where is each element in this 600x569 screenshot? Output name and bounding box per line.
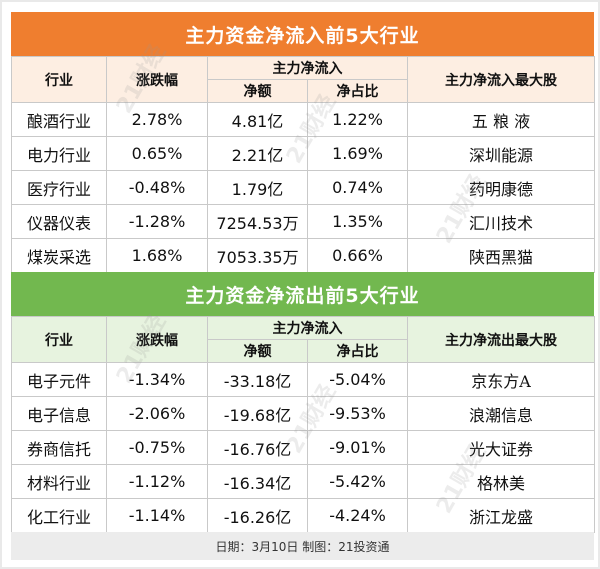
change-cell: -1.14% <box>106 498 208 533</box>
table-row: 电子元件 -1.34% -33.18亿 -5.04% 京东方A <box>11 362 595 397</box>
change-cell: -0.75% <box>106 430 208 465</box>
sector-cell: 电子信息 <box>11 396 107 431</box>
amount-cell: -33.18亿 <box>207 362 308 397</box>
inflow-title: 主力资金净流入前5大行业 <box>11 12 594 56</box>
sector-cell: 券商信托 <box>11 430 107 465</box>
amount-cell: 7254.53万 <box>207 204 308 239</box>
header-sector: 行业 <box>11 316 107 363</box>
sector-cell: 医疗行业 <box>11 170 107 205</box>
change-cell: -1.12% <box>106 464 208 499</box>
sector-cell: 电子元件 <box>11 362 107 397</box>
stock-cell: 深圳能源 <box>407 136 595 171</box>
header-top-stock: 主力净流入最大股 <box>407 56 595 103</box>
table-row: 电力行业 0.65% 2.21亿 1.69% 深圳能源 <box>11 136 595 171</box>
ratio-cell: 1.22% <box>307 102 408 137</box>
stock-cell: 格林美 <box>407 464 595 499</box>
ratio-cell: -5.42% <box>307 464 408 499</box>
header-net-group: 主力净流入 <box>207 316 408 340</box>
ratio-cell: -4.24% <box>307 498 408 533</box>
change-cell: 0.65% <box>106 136 208 171</box>
stock-cell: 光大证券 <box>407 430 595 465</box>
sector-cell: 酿酒行业 <box>11 102 107 137</box>
ratio-cell: -9.53% <box>307 396 408 431</box>
amount-cell: -16.34亿 <box>207 464 308 499</box>
ratio-cell: -5.04% <box>307 362 408 397</box>
stock-cell: 浙江龙盛 <box>407 498 595 533</box>
table-row: 医疗行业 -0.48% 1.79亿 0.74% 药明康德 <box>11 170 595 205</box>
inflow-table: 行业 涨跌幅 主力净流入 主力净流入最大股 净额 净占比 酿酒行业 2.78% … <box>11 56 595 273</box>
table-row: 材料行业 -1.12% -16.34亿 -5.42% 格林美 <box>11 464 595 499</box>
stock-cell: 陕西黑猫 <box>407 238 595 273</box>
ratio-cell: 0.66% <box>307 238 408 273</box>
table-row: 仪器仪表 -1.28% 7254.53万 1.35% 汇川技术 <box>11 204 595 239</box>
header-amount: 净额 <box>207 339 308 363</box>
header-ratio: 净占比 <box>307 79 408 103</box>
ratio-cell: 1.35% <box>307 204 408 239</box>
change-cell: -1.28% <box>106 204 208 239</box>
table-row: 券商信托 -0.75% -16.76亿 -9.01% 光大证券 <box>11 430 595 465</box>
header-amount: 净额 <box>207 79 308 103</box>
amount-cell: -16.26亿 <box>207 498 308 533</box>
change-cell: -2.06% <box>106 396 208 431</box>
outflow-table: 行业 涨跌幅 主力净流入 主力净流出最大股 净额 净占比 电子元件 -1.34%… <box>11 316 595 533</box>
stock-cell: 五 粮 液 <box>407 102 595 137</box>
stock-cell: 京东方A <box>407 362 595 397</box>
sector-cell: 材料行业 <box>11 464 107 499</box>
change-cell: -0.48% <box>106 170 208 205</box>
stock-cell: 汇川技术 <box>407 204 595 239</box>
amount-cell: 1.79亿 <box>207 170 308 205</box>
change-cell: 2.78% <box>106 102 208 137</box>
ratio-cell: -9.01% <box>307 430 408 465</box>
header-top-stock: 主力净流出最大股 <box>407 316 595 363</box>
ratio-cell: 1.69% <box>307 136 408 171</box>
ratio-cell: 0.74% <box>307 170 408 205</box>
sector-cell: 电力行业 <box>11 136 107 171</box>
outflow-title: 主力资金净流出前5大行业 <box>11 272 594 316</box>
amount-cell: 4.81亿 <box>207 102 308 137</box>
change-cell: -1.34% <box>106 362 208 397</box>
sector-cell: 化工行业 <box>11 498 107 533</box>
sector-cell: 仪器仪表 <box>11 204 107 239</box>
amount-cell: -16.76亿 <box>207 430 308 465</box>
header-change: 涨跌幅 <box>106 56 208 103</box>
header-sector: 行业 <box>11 56 107 103</box>
stock-cell: 药明康德 <box>407 170 595 205</box>
table-row: 电子信息 -2.06% -19.68亿 -9.53% 浪潮信息 <box>11 396 595 431</box>
header-ratio: 净占比 <box>307 339 408 363</box>
amount-cell: 7053.35万 <box>207 238 308 273</box>
table-row: 煤炭采选 1.68% 7053.35万 0.66% 陕西黑猫 <box>11 238 595 273</box>
change-cell: 1.68% <box>106 238 208 273</box>
header-net-group: 主力净流入 <box>207 56 408 80</box>
table-row: 化工行业 -1.14% -16.26亿 -4.24% 浙江龙盛 <box>11 498 595 533</box>
footer-credit: 日期：3月10日 制图：21投资通 <box>11 532 594 560</box>
amount-cell: -19.68亿 <box>207 396 308 431</box>
amount-cell: 2.21亿 <box>207 136 308 171</box>
stock-cell: 浪潮信息 <box>407 396 595 431</box>
table-row: 酿酒行业 2.78% 4.81亿 1.22% 五 粮 液 <box>11 102 595 137</box>
sector-cell: 煤炭采选 <box>11 238 107 273</box>
header-change: 涨跌幅 <box>106 316 208 363</box>
